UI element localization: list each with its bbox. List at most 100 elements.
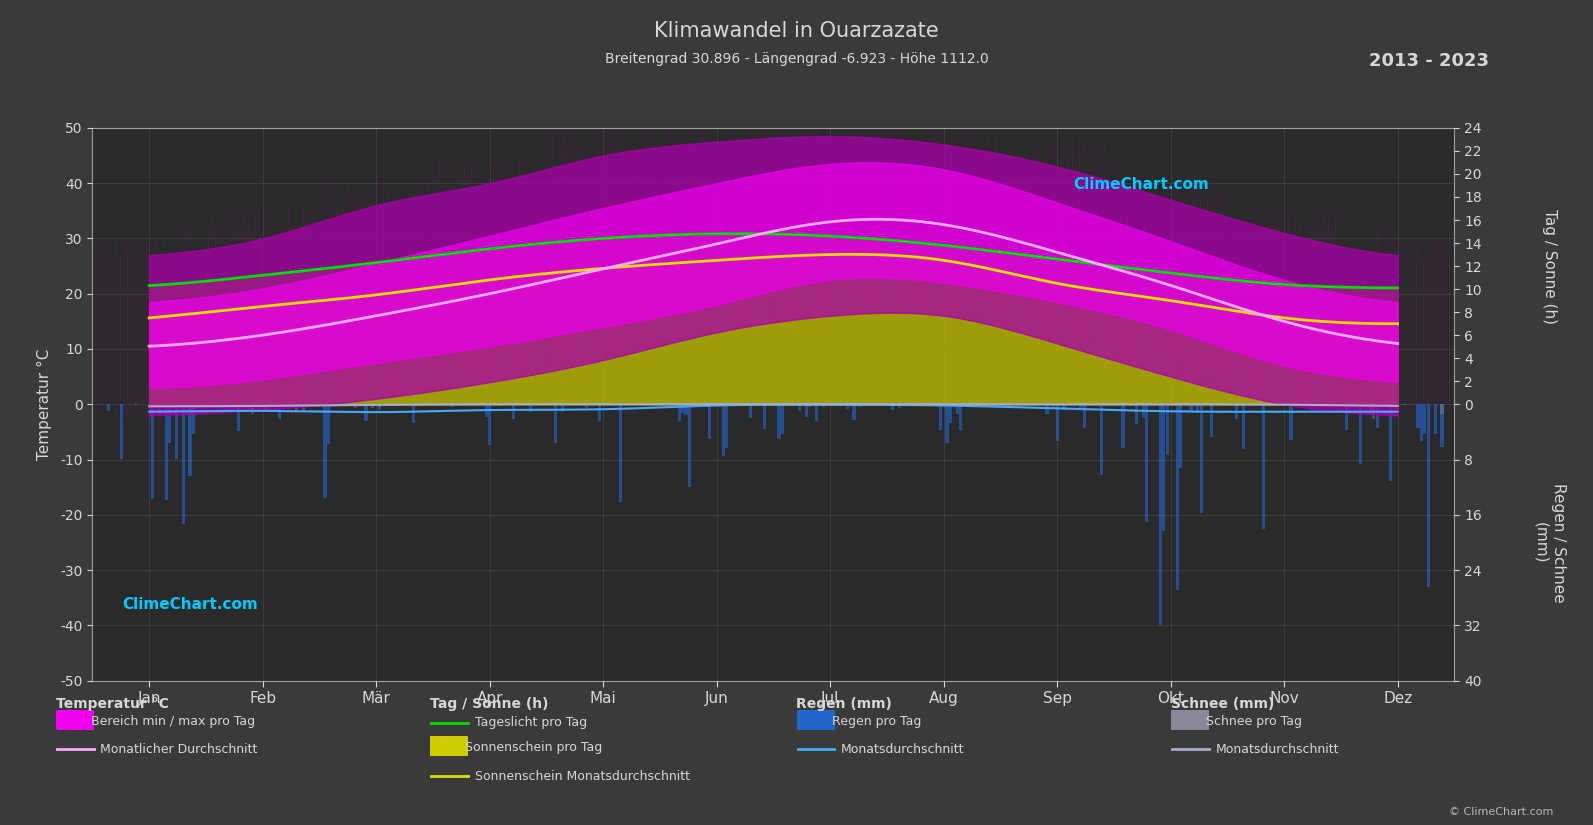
- Bar: [554, 404, 558, 443]
- Bar: [167, 404, 170, 406]
- Bar: [1423, 404, 1426, 435]
- Bar: [859, 404, 862, 407]
- Bar: [722, 404, 725, 456]
- Bar: [1121, 404, 1125, 448]
- Bar: [1045, 404, 1048, 414]
- Y-axis label: Temperatur °C: Temperatur °C: [37, 348, 53, 460]
- Bar: [250, 404, 253, 413]
- Bar: [175, 404, 178, 459]
- Bar: [1376, 404, 1380, 427]
- Bar: [1142, 404, 1145, 417]
- Text: Monatsdurchschnitt: Monatsdurchschnitt: [841, 742, 965, 756]
- Bar: [279, 404, 282, 418]
- Bar: [451, 404, 454, 407]
- Bar: [1262, 404, 1265, 530]
- Text: ClimeChart.com: ClimeChart.com: [123, 596, 258, 612]
- Bar: [682, 404, 683, 413]
- Bar: [1376, 404, 1380, 405]
- Bar: [822, 404, 825, 408]
- Bar: [749, 404, 752, 418]
- Text: Schnee (mm): Schnee (mm): [1171, 697, 1274, 711]
- Bar: [959, 404, 962, 430]
- Text: Tag / Sonne (h): Tag / Sonne (h): [430, 697, 548, 711]
- Bar: [378, 404, 381, 407]
- Bar: [484, 404, 487, 417]
- Bar: [946, 404, 949, 443]
- Bar: [1211, 404, 1214, 436]
- Bar: [816, 404, 819, 422]
- Bar: [1063, 404, 1066, 410]
- Bar: [523, 404, 526, 405]
- Bar: [237, 404, 241, 431]
- Bar: [956, 404, 959, 413]
- Bar: [1166, 404, 1169, 455]
- Bar: [295, 404, 298, 411]
- Bar: [763, 404, 766, 429]
- Bar: [1389, 404, 1392, 482]
- Bar: [852, 404, 855, 420]
- Bar: [949, 404, 953, 422]
- Bar: [709, 404, 712, 439]
- Bar: [798, 404, 801, 411]
- Bar: [1440, 404, 1443, 447]
- Bar: [1359, 404, 1362, 464]
- Bar: [1434, 404, 1437, 433]
- Bar: [292, 404, 295, 405]
- Bar: [409, 404, 411, 405]
- Bar: [1235, 404, 1238, 419]
- Bar: [1440, 404, 1443, 413]
- Text: Bereich min / max pro Tag: Bereich min / max pro Tag: [91, 714, 255, 728]
- Bar: [487, 404, 491, 445]
- Bar: [1200, 404, 1203, 513]
- Bar: [1309, 404, 1313, 410]
- Bar: [371, 404, 374, 408]
- Text: Klimawandel in Ouarzazate: Klimawandel in Ouarzazate: [655, 21, 938, 40]
- Bar: [969, 404, 972, 406]
- Bar: [1403, 404, 1407, 405]
- Bar: [618, 404, 621, 502]
- Bar: [688, 404, 691, 487]
- Bar: [1344, 404, 1348, 430]
- Bar: [1145, 404, 1149, 522]
- Bar: [264, 404, 268, 411]
- Bar: [151, 404, 155, 499]
- Bar: [1196, 404, 1200, 413]
- Text: Tag / Sonne (h): Tag / Sonne (h): [1542, 209, 1558, 323]
- Bar: [1241, 404, 1244, 449]
- Bar: [1158, 404, 1161, 625]
- Bar: [1136, 404, 1137, 424]
- Bar: [1427, 404, 1431, 587]
- Bar: [121, 404, 124, 459]
- Text: ClimeChart.com: ClimeChart.com: [1074, 177, 1209, 191]
- Bar: [107, 404, 110, 411]
- Bar: [1238, 404, 1241, 406]
- Bar: [1419, 404, 1423, 441]
- Bar: [303, 404, 306, 412]
- Bar: [188, 404, 191, 415]
- Bar: [354, 404, 357, 408]
- Bar: [890, 404, 894, 410]
- Bar: [1190, 404, 1193, 412]
- Bar: [529, 404, 532, 412]
- Bar: [164, 404, 167, 500]
- Bar: [1099, 404, 1102, 474]
- Text: Tageslicht pro Tag: Tageslicht pro Tag: [475, 716, 586, 729]
- Bar: [1179, 404, 1182, 468]
- Text: Schnee pro Tag: Schnee pro Tag: [1206, 714, 1301, 728]
- Bar: [511, 404, 515, 419]
- Bar: [597, 404, 601, 421]
- Bar: [1051, 404, 1055, 408]
- Bar: [840, 404, 843, 406]
- Bar: [898, 404, 902, 408]
- Bar: [327, 404, 330, 444]
- Text: Regen pro Tag: Regen pro Tag: [832, 714, 921, 728]
- Text: Regen (mm): Regen (mm): [796, 697, 892, 711]
- Text: Breitengrad 30.896 - Längengrad -6.923 - Höhe 1112.0: Breitengrad 30.896 - Längengrad -6.923 -…: [605, 52, 988, 66]
- Bar: [1313, 404, 1316, 406]
- Bar: [365, 404, 368, 421]
- Bar: [777, 404, 781, 439]
- Bar: [499, 404, 502, 406]
- Bar: [285, 404, 288, 405]
- Text: © ClimeChart.com: © ClimeChart.com: [1448, 807, 1553, 817]
- Bar: [1056, 404, 1059, 441]
